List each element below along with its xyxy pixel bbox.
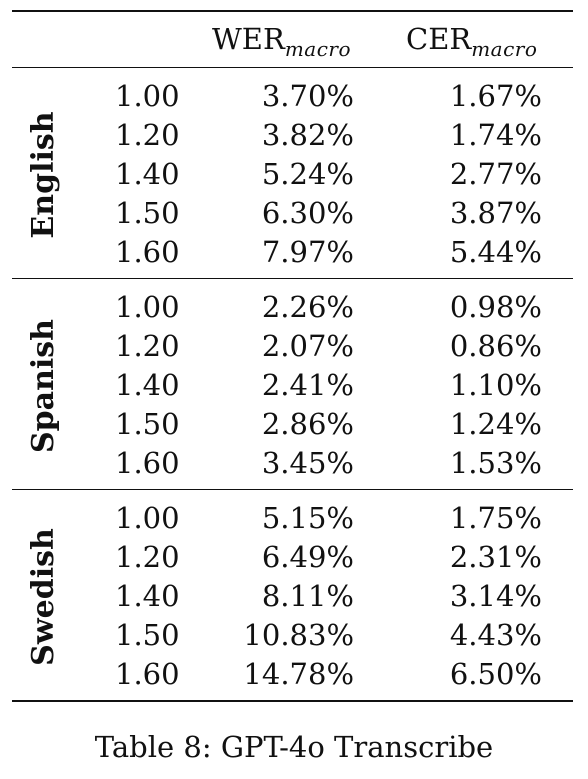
wer-cell: 6.49% xyxy=(261,540,354,574)
cer-cell: 4.43% xyxy=(449,618,542,652)
scale-cell: 1.60 xyxy=(115,235,180,269)
scale-cell: 1.40 xyxy=(115,157,180,191)
header-rule xyxy=(12,67,573,68)
cer-cell: 0.98% xyxy=(449,290,542,324)
cer-cell: 2.77% xyxy=(449,157,542,191)
cer-cell: 0.86% xyxy=(449,329,542,363)
wer-cell: 3.70% xyxy=(261,79,354,113)
wer-cell: 5.24% xyxy=(261,157,354,191)
language-label: Spanish xyxy=(26,318,61,453)
cer-cell: 1.53% xyxy=(449,446,542,480)
language-label: Swedish xyxy=(26,527,61,666)
scale-cell: 1.60 xyxy=(115,446,180,480)
language-label: English xyxy=(26,110,61,239)
wer-cell: 2.41% xyxy=(261,368,354,402)
header-wer-sub: macro xyxy=(284,37,352,61)
cer-cell: 6.50% xyxy=(449,657,542,691)
header-cer-sub: macro xyxy=(471,37,538,61)
scale-cell: 1.00 xyxy=(115,501,180,535)
header-wer: WERmacro xyxy=(212,22,372,61)
wer-cell: 8.11% xyxy=(261,579,354,613)
scale-cell: 1.20 xyxy=(115,540,180,574)
scale-cell: 1.40 xyxy=(115,368,180,402)
scale-cell: 1.50 xyxy=(115,407,180,441)
cer-cell: 3.87% xyxy=(449,196,542,230)
cer-cell: 1.67% xyxy=(449,79,542,113)
wer-cell: 3.82% xyxy=(261,118,354,152)
scale-cell: 1.60 xyxy=(115,657,180,691)
scale-cell: 1.50 xyxy=(115,196,180,230)
cer-cell: 3.14% xyxy=(449,579,542,613)
wer-cell: 2.07% xyxy=(261,329,354,363)
top-rule xyxy=(12,10,573,12)
wer-cell: 10.83% xyxy=(243,618,354,652)
wer-cell: 3.45% xyxy=(261,446,354,480)
table-caption: Table 8: GPT-4o Transcribe xyxy=(94,730,494,764)
bottom-rule xyxy=(12,700,573,702)
scale-cell: 1.50 xyxy=(115,618,180,652)
wer-cell: 14.78% xyxy=(243,657,354,691)
scale-cell: 1.00 xyxy=(115,79,180,113)
scale-cell: 1.20 xyxy=(115,118,180,152)
scale-cell: 1.20 xyxy=(115,329,180,363)
wer-cell: 6.30% xyxy=(261,196,354,230)
cer-cell: 5.44% xyxy=(449,235,542,269)
cer-cell: 1.10% xyxy=(449,368,542,402)
scale-cell: 1.00 xyxy=(115,290,180,324)
scale-cell: 1.40 xyxy=(115,579,180,613)
cer-cell: 1.74% xyxy=(449,118,542,152)
wer-cell: 2.26% xyxy=(261,290,354,324)
cer-cell: 1.75% xyxy=(449,501,542,535)
header-wer-base: WER xyxy=(212,22,285,56)
header-cer-base: CER xyxy=(406,22,472,56)
group-separator-rule xyxy=(12,278,573,279)
wer-cell: 5.15% xyxy=(261,501,354,535)
wer-cell: 7.97% xyxy=(261,235,354,269)
wer-cell: 2.86% xyxy=(261,407,354,441)
cer-cell: 1.24% xyxy=(449,407,542,441)
group-separator-rule xyxy=(12,489,573,490)
header-cer: CERmacro xyxy=(406,22,566,61)
cer-cell: 2.31% xyxy=(449,540,542,574)
